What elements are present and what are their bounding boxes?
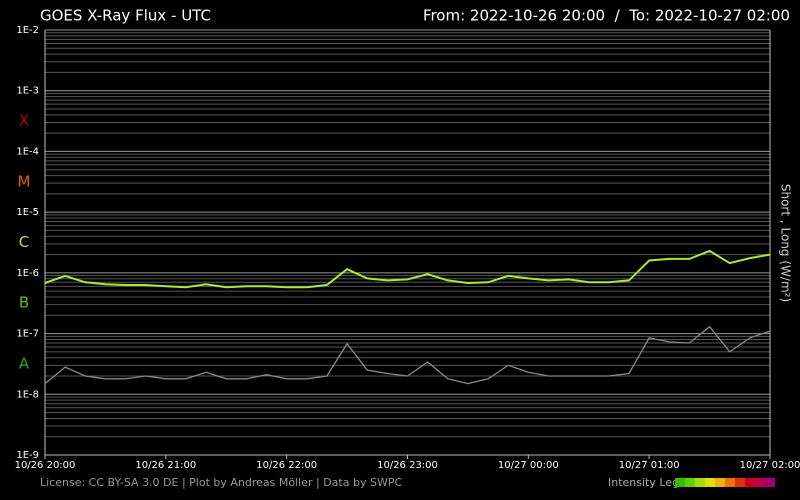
y-tick-label: 1E-2 [16,25,39,36]
legend-swatch [735,478,745,487]
x-tick-label: 10/26 23:00 [377,460,438,471]
legend-swatch [715,478,725,487]
flare-class-label: M [18,172,31,190]
y-tick-label: 1E-4 [16,146,39,157]
legend-swatch [705,478,715,487]
legend-swatch [755,478,765,487]
y-tick-label: 1E-9 [16,450,39,461]
y-tick-label: 1E-8 [16,389,39,400]
legend-swatch [695,478,705,487]
y-tick-label: 1E-3 [16,86,39,97]
footer: License: CC BY-SA 3.0 DE | Plot by Andre… [40,476,402,489]
flare-class-label: C [19,233,29,251]
x-tick-label: 10/27 01:00 [619,460,680,471]
x-tick-label: 10/26 20:00 [15,460,76,471]
y-tick-label: 1E-7 [16,329,39,340]
flare-class-label: B [19,294,29,312]
series-line [44,325,771,385]
legend-swatch [765,478,775,487]
flare-class-label: A [19,354,30,372]
x-tick-label: 10/26 22:00 [256,460,317,471]
y-tick-label: 1E-6 [16,268,39,279]
legend-swatch [725,478,735,487]
x-tick-label: 10/27 00:00 [498,460,559,471]
flare-class-label: X [19,112,29,130]
y-tick-label: 1E-5 [16,207,39,218]
legend-swatch [685,478,695,487]
y-axis-label: Short , Long (W/m²) [779,184,793,302]
series-line [44,249,771,289]
x-tick-label: 10/26 21:00 [135,460,196,471]
legend-swatch [745,478,755,487]
time-range: From: 2022-10-26 20:00 / To: 2022-10-27 … [423,7,790,25]
x-tick-label: 10/27 02:00 [740,460,800,471]
chart-title: GOES X-Ray Flux - UTC [40,7,211,25]
legend-swatch [675,478,685,487]
